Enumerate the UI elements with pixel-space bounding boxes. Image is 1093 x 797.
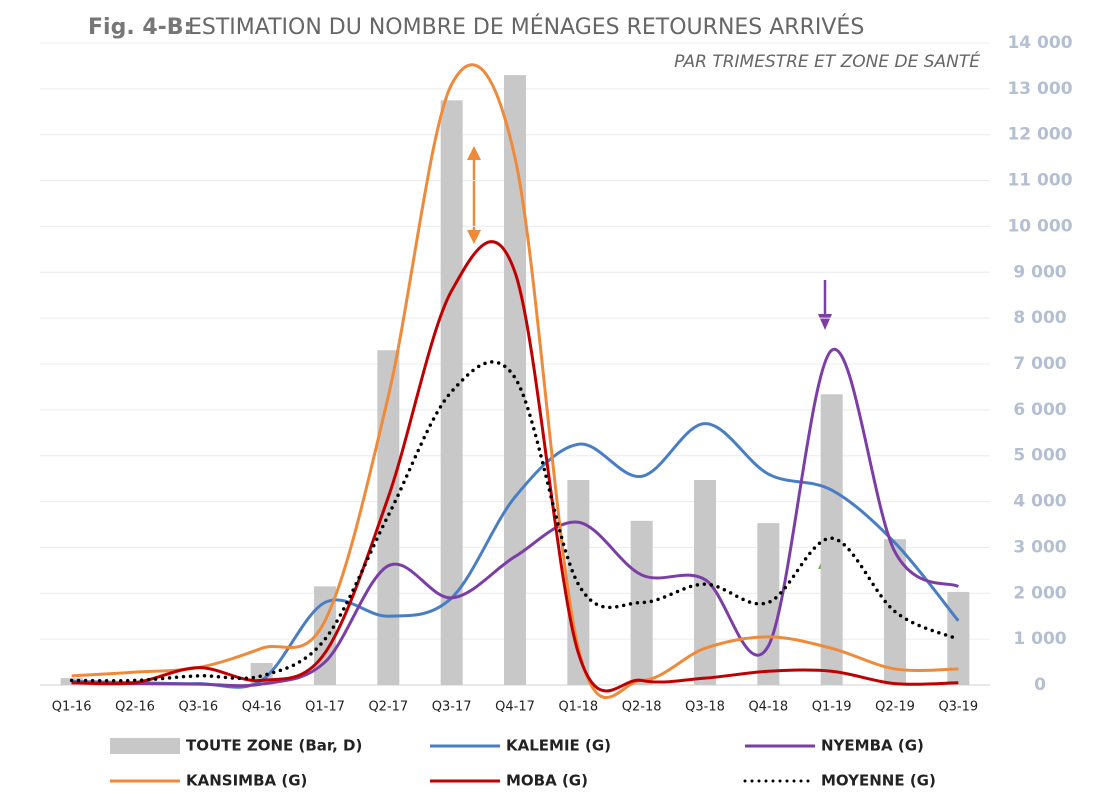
y-tick-label: 11 000 — [1007, 171, 1072, 191]
x-tick-label: Q1-17 — [305, 700, 345, 715]
y-tick-label: 10 000 — [1007, 216, 1072, 236]
y-tick-label: 7 000 — [1013, 354, 1066, 374]
x-tick-label: Q1-16 — [52, 700, 92, 715]
chart-title: ESTIMATION DU NOMBRE DE MÉNAGES RETOURNE… — [188, 14, 864, 40]
bar — [504, 75, 526, 686]
title-label: Fig. 4-B: — [88, 15, 192, 40]
y-tick-label: 4 000 — [1013, 492, 1066, 512]
x-tick-label: Q2-17 — [368, 700, 408, 715]
x-tick-label: Q4-18 — [748, 700, 788, 715]
bar — [630, 520, 653, 685]
x-tick-label: Q3-17 — [432, 700, 472, 715]
y-tick-label: 2 000 — [1013, 583, 1066, 603]
legend-label: KALEMIE (G) — [506, 737, 611, 755]
y-tick-label: 3 000 — [1013, 537, 1066, 557]
legend-item: MOYENNE (G) — [743, 772, 936, 790]
y-tick-label: 1 000 — [1013, 629, 1066, 649]
subtitle: PAR TRIMESTRE ET ZONE DE SANTÉ — [674, 50, 980, 72]
y-tick-label: 0 — [1034, 675, 1046, 695]
line-series — [71, 347, 960, 688]
legend-item: NYEMBA (G) — [745, 737, 924, 755]
x-tick-label: Q2-16 — [115, 700, 155, 715]
line-series — [71, 240, 959, 693]
bar — [377, 350, 400, 685]
bar — [440, 100, 463, 686]
legend-swatch — [110, 738, 180, 754]
y-tick-label: 14 000 — [1007, 33, 1072, 53]
y-tick-label: 8 000 — [1013, 308, 1066, 328]
x-tick-label: Q2-19 — [875, 700, 915, 715]
legend-label: NYEMBA (G) — [821, 737, 924, 755]
legend-label: TOUTE ZONE (Bar, D) — [186, 737, 362, 755]
y-tick-label: 12 000 — [1007, 125, 1072, 145]
y-tick-label: 5 000 — [1013, 446, 1066, 466]
x-tick-label: Q4-17 — [495, 700, 535, 715]
x-tick-label: Q1-19 — [812, 700, 852, 715]
legend-label: KANSIMBA (G) — [186, 772, 307, 790]
bar — [757, 523, 780, 685]
legend-item: TOUTE ZONE (Bar, D) — [110, 737, 362, 755]
x-tick-label: Q2-18 — [622, 700, 662, 715]
legend-item: KANSIMBA (G) — [110, 772, 307, 790]
x-tick-label: Q3-18 — [685, 700, 725, 715]
legend-label: MOBA (G) — [506, 772, 588, 790]
x-tick-label: Q3-19 — [938, 700, 978, 715]
legend-label: MOYENNE (G) — [821, 772, 936, 790]
line-series — [71, 63, 959, 700]
legend-item: MOBA (G) — [430, 772, 588, 790]
y-tick-label: 9 000 — [1013, 262, 1066, 282]
legend-item: KALEMIE (G) — [430, 737, 611, 755]
x-tick-label: Q1-18 — [558, 700, 598, 715]
y-tick-label: 13 000 — [1007, 79, 1072, 99]
bar — [947, 591, 970, 685]
x-tick-label: Q4-16 — [242, 700, 282, 715]
y-tick-label: 6 000 — [1013, 400, 1066, 420]
x-tick-label: Q3-16 — [178, 700, 218, 715]
